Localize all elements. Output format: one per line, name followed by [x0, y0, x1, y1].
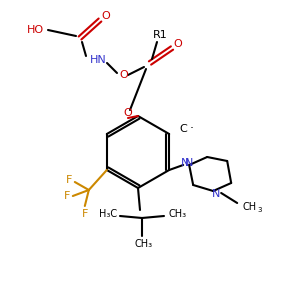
Text: HO: HO: [26, 25, 44, 35]
Text: N: N: [181, 158, 189, 168]
Text: H₃C: H₃C: [99, 209, 117, 219]
Text: HN: HN: [90, 55, 106, 65]
Text: N: N: [185, 158, 194, 168]
Text: CH: CH: [242, 202, 256, 212]
Text: O: O: [174, 39, 182, 49]
Text: O: O: [124, 108, 132, 118]
Text: N: N: [212, 189, 220, 199]
Text: CH₃: CH₃: [135, 239, 153, 249]
Text: C: C: [179, 124, 187, 134]
Text: 3: 3: [257, 207, 261, 213]
Text: ·: ·: [189, 122, 193, 136]
Text: O: O: [102, 11, 110, 21]
Text: F: F: [66, 175, 72, 185]
Text: F: F: [82, 209, 88, 219]
Text: CH₃: CH₃: [169, 209, 187, 219]
Text: O: O: [120, 70, 128, 80]
Text: R1: R1: [153, 30, 167, 40]
Text: F: F: [64, 191, 70, 201]
